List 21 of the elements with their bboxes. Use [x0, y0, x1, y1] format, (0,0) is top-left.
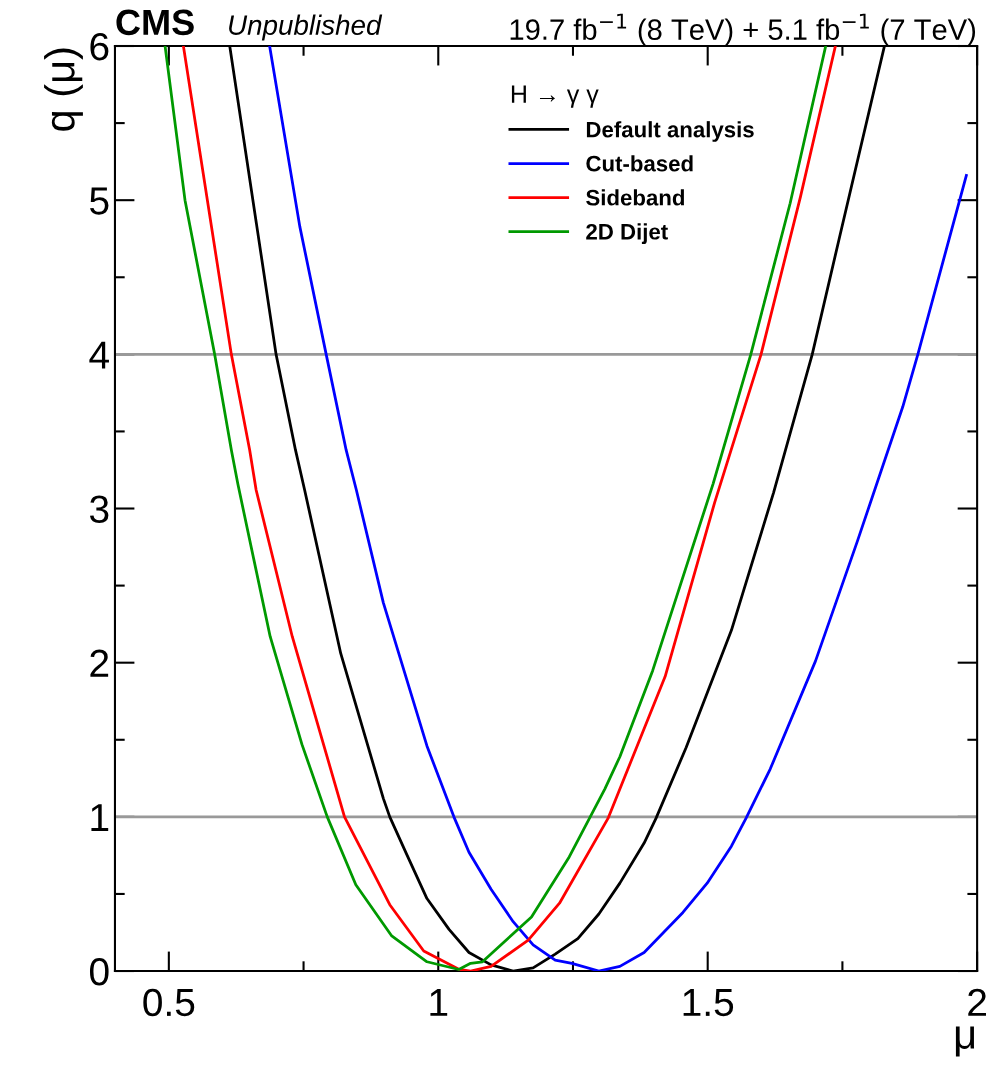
y-tick-label: 4 [89, 341, 109, 369]
y-tick-label: 5 [90, 187, 109, 215]
text: Unpublished [229, 14, 383, 41]
legend-title: H → γ γ [511, 85, 599, 108]
chart-title: 19.7 fb$^{−1}$ (8 TeV) + 5.1 fb$^{−1}$ (7 TeV) [510, 13, 976, 46]
x-tick-label: 0.5 [143, 988, 195, 1017]
legend-label: 2D Dijet [586, 223, 668, 245]
y-tick-label: 2 [90, 649, 109, 677]
y-tick-label: 1 [91, 804, 109, 831]
x-tick-label: 2 [968, 988, 986, 1016]
x-tick-label: 1 [430, 989, 448, 1016]
y-axis-title: q (μ) [44, 48, 83, 131]
y-tick-label: 0 [89, 957, 109, 986]
y-tick-label: 6 [90, 32, 109, 61]
x-axis-title: μ [955, 1026, 975, 1057]
text: CMS [116, 9, 194, 36]
x-tick-label: 1.5 [683, 989, 734, 1017]
legend-label: Cut-based [586, 155, 693, 172]
y-tick-label: 3 [89, 495, 109, 523]
legend-label: Default analysis [586, 121, 754, 142]
legend-label: Sideband [586, 189, 684, 206]
